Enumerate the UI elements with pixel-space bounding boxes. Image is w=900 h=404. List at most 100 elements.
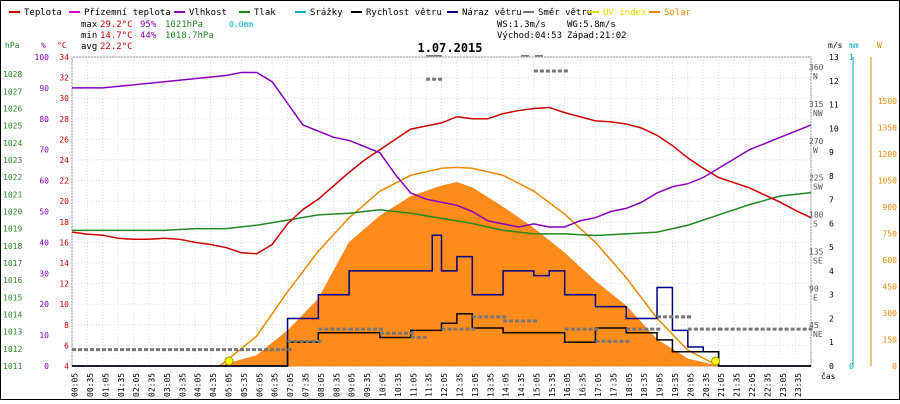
w-tick-label: 600 bbox=[883, 256, 898, 265]
percent-tick-label: 10 bbox=[39, 331, 49, 340]
ms-tick-label: 6 bbox=[829, 219, 834, 228]
wind-direction-mark bbox=[246, 348, 250, 352]
x-tick-label: 03:05 bbox=[163, 373, 172, 397]
celsius-tick-label: 4 bbox=[64, 362, 69, 371]
stats-panel: max 29.2°C 95% 1021hPa 0.0mm min 14.7°C … bbox=[81, 20, 627, 52]
wind-gust-max: WG:5.8m/s bbox=[567, 20, 616, 30]
celsius-tick-label: 24 bbox=[59, 156, 69, 165]
x-tick-label: 18:35 bbox=[640, 373, 649, 397]
wind-direction-mark bbox=[438, 77, 443, 81]
hpa-tick-label: 1019 bbox=[3, 225, 22, 234]
x-tick-label: 01:35 bbox=[117, 373, 126, 397]
hpa-tick-label: 1017 bbox=[3, 259, 22, 268]
legend-item: Teplota bbox=[24, 8, 62, 18]
wind-direction-mark bbox=[228, 348, 232, 352]
wind-direction-mark bbox=[533, 69, 538, 73]
wind-direction-mark bbox=[258, 348, 262, 352]
wind-direction-mark bbox=[576, 327, 581, 331]
wind-direction-mark bbox=[78, 348, 82, 352]
series-tlak bbox=[72, 191, 812, 237]
direction-tick-label: W bbox=[813, 146, 818, 155]
legend-item: Rychlost větru bbox=[366, 8, 442, 18]
wind-direction-mark bbox=[240, 348, 244, 352]
x-tick-label: 17:05 bbox=[594, 373, 603, 397]
wind-direction-mark bbox=[724, 327, 729, 331]
wind-direction-mark bbox=[114, 348, 118, 352]
x-tick-label: 06:05 bbox=[255, 373, 264, 397]
min-temp: 14.7°C bbox=[100, 31, 133, 41]
wind-direction-mark bbox=[675, 315, 680, 319]
wind-direction-mark bbox=[521, 319, 526, 323]
legend-item: Vlhkost bbox=[189, 8, 227, 18]
wind-direction-mark bbox=[120, 348, 124, 352]
x-tick-label: 13:05 bbox=[471, 373, 480, 397]
x-tick-label: 10:05 bbox=[378, 373, 387, 397]
w-tick-label: 300 bbox=[883, 309, 898, 318]
wind-direction-mark bbox=[644, 327, 649, 331]
percent-tick-label: 0 bbox=[44, 362, 49, 371]
hpa-tick-label: 1015 bbox=[3, 293, 22, 302]
direction-tick-label: SW bbox=[813, 183, 823, 192]
wind-direction-mark bbox=[426, 77, 431, 81]
x-tick-label: 01:05 bbox=[101, 373, 110, 397]
direction-tick-label: 135 bbox=[809, 247, 824, 256]
x-tick-label: 09:05 bbox=[348, 373, 357, 397]
wind-direction-mark bbox=[447, 327, 452, 331]
ms-tick-label: 4 bbox=[829, 267, 834, 276]
wind-direction-mark bbox=[186, 348, 190, 352]
legend-item: Tlak bbox=[254, 8, 276, 18]
x-axis-label: čas bbox=[821, 371, 836, 381]
wind-direction-mark bbox=[663, 315, 668, 319]
wind-direction-mark bbox=[336, 327, 341, 331]
ms-tick-label: 12 bbox=[829, 77, 839, 86]
wind-direction-mark bbox=[96, 348, 100, 352]
wind-direction-mark bbox=[441, 327, 446, 331]
wind-direction-mark bbox=[533, 319, 538, 323]
wind-direction-mark bbox=[742, 327, 747, 331]
celsius-tick-label: 14 bbox=[59, 259, 69, 268]
wind-direction-mark bbox=[367, 327, 372, 331]
wind-direction-mark bbox=[515, 319, 520, 323]
wind-direction-mark bbox=[210, 348, 214, 352]
wind-direction-mark bbox=[509, 319, 514, 323]
wind-direction-mark bbox=[204, 348, 208, 352]
x-tick-label: 16:05 bbox=[563, 373, 572, 397]
min-humidity: 44% bbox=[140, 31, 157, 41]
celsius-tick-label: 26 bbox=[59, 135, 69, 144]
celsius-tick-label: 6 bbox=[64, 341, 69, 350]
wind-direction-mark bbox=[305, 339, 310, 343]
x-tick-label: 05:05 bbox=[225, 373, 234, 397]
wind-direction-mark bbox=[699, 327, 704, 331]
axis-label-mm: mm bbox=[849, 41, 859, 50]
wind-direction-mark bbox=[311, 339, 316, 343]
wind-direction-mark bbox=[72, 348, 76, 352]
x-tick-label: 14:05 bbox=[502, 373, 511, 397]
axis-label-percent: % bbox=[41, 41, 46, 50]
wind-direction-mark bbox=[373, 327, 378, 331]
wind-direction-mark bbox=[361, 327, 366, 331]
wind-direction-mark bbox=[416, 335, 421, 339]
mm-tick-label: 1 bbox=[849, 53, 854, 62]
wind-direction-mark bbox=[564, 327, 569, 331]
celsius-tick-label: 28 bbox=[59, 115, 69, 124]
direction-tick-label: N bbox=[813, 72, 818, 81]
x-tick-label: 12:05 bbox=[440, 373, 449, 397]
legend-item: Náraz větru bbox=[462, 8, 522, 18]
wind-direction-mark bbox=[403, 331, 408, 335]
legend-item: UV index bbox=[603, 8, 647, 18]
precipitation-total: 0.0mm bbox=[229, 20, 253, 29]
x-tick-label: 22:05 bbox=[748, 373, 757, 397]
percent-tick-label: 70 bbox=[39, 146, 49, 155]
hpa-tick-label: 1028 bbox=[3, 70, 22, 79]
wind-direction-mark bbox=[270, 348, 274, 352]
celsius-tick-label: 8 bbox=[64, 321, 69, 330]
sunrise: Východ:04:53 bbox=[497, 31, 562, 41]
w-tick-label: 1500 bbox=[878, 97, 897, 106]
direction-tick-label: S bbox=[813, 220, 818, 229]
percent-tick-label: 20 bbox=[39, 300, 49, 309]
wind-direction-mark bbox=[539, 69, 544, 73]
max-temp: 29.2°C bbox=[100, 20, 133, 30]
ms-tick-label: 7 bbox=[829, 196, 834, 205]
wind-direction-mark bbox=[790, 327, 795, 331]
wind-direction-mark bbox=[252, 348, 256, 352]
